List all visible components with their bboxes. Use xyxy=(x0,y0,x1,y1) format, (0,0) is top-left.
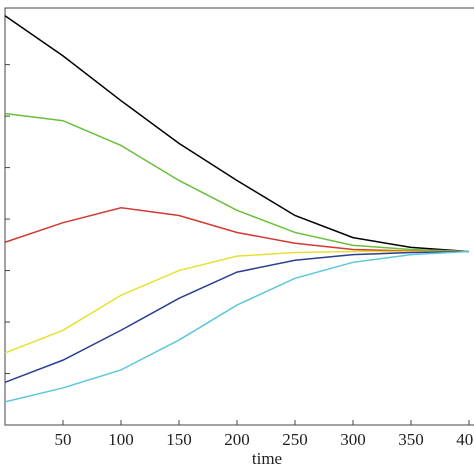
x-tick-label: 100 xyxy=(108,430,134,449)
series-line xyxy=(4,15,470,253)
plot-frame xyxy=(4,7,474,426)
x-tick-label: 200 xyxy=(224,430,250,449)
x-tick-label: 150 xyxy=(166,430,192,449)
series-line xyxy=(4,206,470,253)
x-tick-label: 300 xyxy=(340,430,366,449)
x-axis-label: time xyxy=(252,449,282,468)
series-line xyxy=(4,250,470,403)
x-tick-label: 250 xyxy=(282,430,308,449)
x-tick-label: 350 xyxy=(398,430,424,449)
series-line xyxy=(4,250,470,383)
series-line xyxy=(4,250,469,354)
x-tick-label: 50 xyxy=(55,430,72,449)
x-tick-label: 400 xyxy=(456,430,474,449)
series-line xyxy=(4,112,470,253)
